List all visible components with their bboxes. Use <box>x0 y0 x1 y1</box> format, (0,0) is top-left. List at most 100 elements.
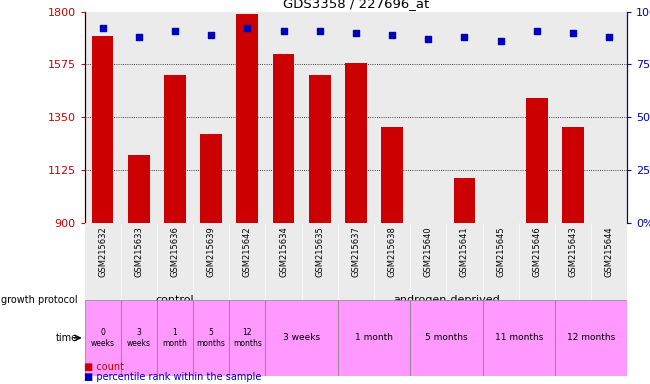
Bar <box>265 223 302 300</box>
Text: 1 month: 1 month <box>355 333 393 343</box>
Bar <box>417 223 439 224</box>
Bar <box>555 300 627 376</box>
Bar <box>200 134 222 223</box>
Point <box>170 28 180 34</box>
Bar <box>164 75 186 223</box>
Bar <box>410 223 447 300</box>
Text: 5 months: 5 months <box>425 333 467 343</box>
Text: GSM215644: GSM215644 <box>604 227 614 277</box>
Point <box>206 31 216 38</box>
Text: GSM215645: GSM215645 <box>496 227 505 277</box>
Point <box>604 34 614 40</box>
Bar <box>447 12 482 223</box>
Bar <box>526 98 548 223</box>
Bar <box>447 223 482 300</box>
Text: GSM215639: GSM215639 <box>207 227 216 277</box>
Text: GSM215640: GSM215640 <box>424 227 433 277</box>
Bar <box>482 223 519 300</box>
Point <box>98 25 108 31</box>
Bar <box>338 223 374 300</box>
Point <box>315 28 325 34</box>
Bar <box>302 223 338 300</box>
Bar <box>121 300 157 376</box>
Text: GSM215643: GSM215643 <box>569 227 577 277</box>
Text: GSM215638: GSM215638 <box>387 227 396 277</box>
Bar <box>410 12 447 223</box>
Text: GSM215635: GSM215635 <box>315 227 324 277</box>
Bar <box>265 300 338 376</box>
Text: 5
months: 5 months <box>197 328 226 348</box>
Bar <box>157 12 193 223</box>
Text: 3 weeks: 3 weeks <box>283 333 320 343</box>
Text: ■ percentile rank within the sample: ■ percentile rank within the sample <box>84 372 262 382</box>
Bar <box>237 14 258 223</box>
Bar <box>302 12 338 223</box>
Bar <box>84 12 121 223</box>
Point <box>134 34 144 40</box>
Text: 12 months: 12 months <box>567 333 615 343</box>
Bar <box>229 223 265 300</box>
Text: 3
weeks: 3 weeks <box>127 328 151 348</box>
Bar <box>92 36 114 223</box>
Bar <box>562 126 584 223</box>
Bar <box>157 300 193 376</box>
Bar <box>482 300 555 376</box>
Point <box>567 30 578 36</box>
Text: 0
weeks: 0 weeks <box>90 328 114 348</box>
Bar <box>591 223 627 300</box>
Text: GSM215633: GSM215633 <box>135 227 143 277</box>
Text: growth protocol: growth protocol <box>1 295 78 305</box>
Text: 11 months: 11 months <box>495 333 543 343</box>
Bar <box>229 300 265 376</box>
Bar <box>272 54 294 223</box>
Bar <box>121 223 157 300</box>
Point <box>242 25 252 31</box>
Bar <box>519 12 555 223</box>
Bar <box>157 223 193 300</box>
Bar <box>338 300 410 376</box>
Bar <box>598 223 620 224</box>
Point <box>459 34 469 40</box>
Text: GSM215646: GSM215646 <box>532 227 541 277</box>
Text: 12
months: 12 months <box>233 328 262 348</box>
Point <box>495 38 506 44</box>
Bar <box>374 12 410 223</box>
Bar <box>519 223 555 300</box>
Text: GSM215632: GSM215632 <box>98 227 107 277</box>
Text: 1
month: 1 month <box>162 328 187 348</box>
Text: control: control <box>155 295 194 305</box>
Bar <box>193 300 229 376</box>
Bar <box>345 63 367 223</box>
Bar <box>454 178 475 223</box>
Bar <box>121 12 157 223</box>
Bar <box>193 12 229 223</box>
Text: time: time <box>56 333 78 343</box>
Bar <box>193 223 229 300</box>
Bar <box>489 223 512 225</box>
Text: ■ count: ■ count <box>84 362 125 372</box>
Bar <box>338 12 374 223</box>
Bar <box>555 223 591 300</box>
Bar <box>374 223 410 300</box>
Text: GSM215641: GSM215641 <box>460 227 469 277</box>
Text: GSM215636: GSM215636 <box>170 227 179 277</box>
Bar <box>229 12 265 223</box>
Bar <box>265 12 302 223</box>
Point <box>532 28 542 34</box>
Bar <box>128 155 150 223</box>
Bar <box>381 126 403 223</box>
Bar <box>309 75 331 223</box>
Text: GSM215634: GSM215634 <box>279 227 288 277</box>
Point <box>423 36 434 42</box>
Bar <box>555 12 591 223</box>
Text: androgen-deprived: androgen-deprived <box>393 295 500 305</box>
Title: GDS3358 / 227696_at: GDS3358 / 227696_at <box>283 0 429 10</box>
Bar <box>410 300 482 376</box>
Bar <box>84 300 121 376</box>
Text: GSM215642: GSM215642 <box>243 227 252 277</box>
Text: GSM215637: GSM215637 <box>352 227 360 277</box>
Bar <box>482 12 519 223</box>
Bar <box>591 12 627 223</box>
Point <box>278 28 289 34</box>
Point <box>351 30 361 36</box>
